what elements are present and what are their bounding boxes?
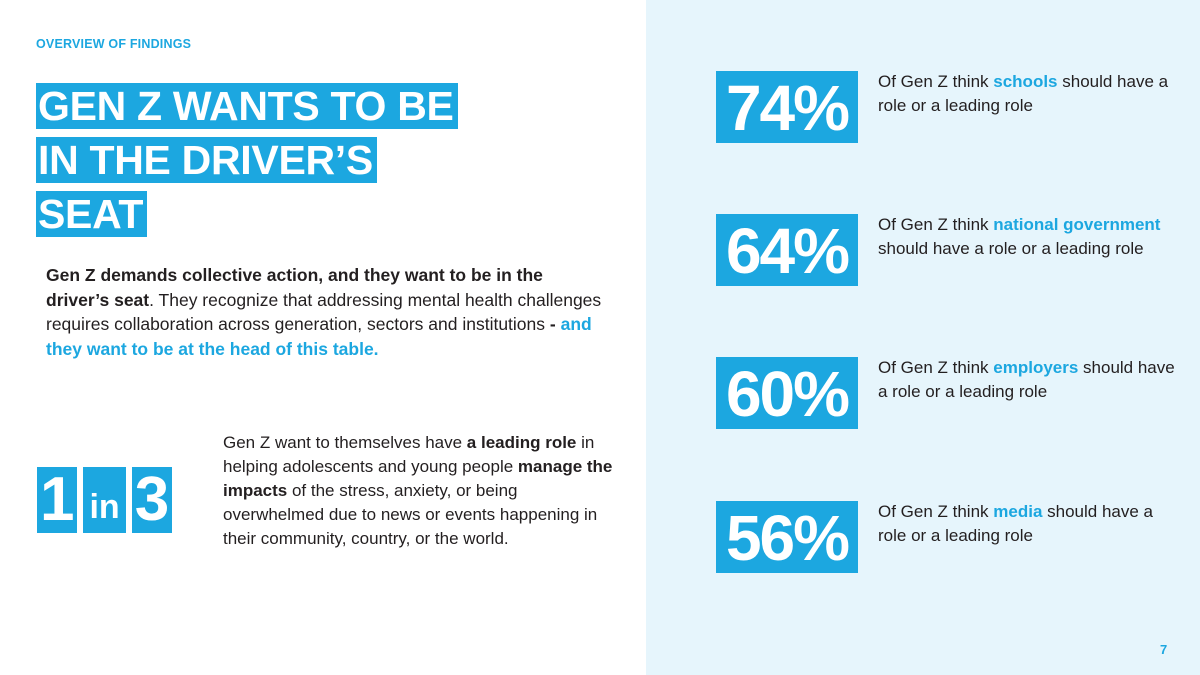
page-number: 7 (1160, 642, 1168, 657)
stat-description: Of Gen Z think national government shoul… (878, 213, 1178, 261)
page-title: GEN Z WANTS TO BE IN THE DRIVER’S SEAT (36, 79, 506, 241)
stat-value: 74% (716, 71, 858, 143)
ratio-word: in (83, 467, 126, 533)
stat-post: should have a role or a leading role (878, 72, 1169, 115)
stat-post: should have a role or a leading role (878, 502, 1153, 545)
ratio-badge: 1 in 3 (37, 467, 173, 533)
stat-post: should have a role or a leading role (878, 239, 1144, 258)
stat-pre: Of Gen Z think (878, 215, 994, 234)
stat-highlight: schools (993, 72, 1058, 91)
stat-highlight: media (993, 502, 1043, 521)
stat-schools: 74% Of Gen Z think schools should have a… (716, 71, 1186, 145)
ratio-first-number: 1 (37, 467, 78, 533)
intro-paragraph: Gen Z demands collective action, and the… (46, 263, 606, 361)
ratio-desc-part-2: in helping adolescents and young people (223, 433, 595, 476)
stat-description: Of Gen Z think employers should have a r… (878, 356, 1178, 404)
title-line-1: GEN Z WANTS TO BE (36, 83, 458, 129)
ratio-desc-bold-2: manage the impacts (223, 457, 613, 500)
stat-highlight: employers (993, 358, 1079, 377)
stat-post: should have a role or a leading role (878, 358, 1175, 401)
stat-description: Of Gen Z think media should have a role … (878, 500, 1178, 548)
intro-text: . They recognize that addressing mental … (46, 289, 602, 335)
intro-bold: Gen Z demands collective action, and the… (46, 265, 543, 310)
stat-media: 56% Of Gen Z think media should have a r… (716, 501, 1186, 575)
section-label: OVERVIEW OF FINDINGS (36, 37, 192, 51)
title-line-2: IN THE DRIVER’S (36, 137, 377, 183)
stat-description: Of Gen Z think schools should have a rol… (878, 70, 1178, 118)
ratio-description: Gen Z want to themselves have a leading … (223, 431, 618, 551)
stat-pre: Of Gen Z think (878, 502, 994, 521)
ratio-desc-bold-1: a leading role (466, 433, 577, 452)
intro-dash: - (549, 314, 556, 334)
stat-pre: Of Gen Z think (878, 358, 994, 377)
ratio-second-number: 3 (131, 467, 173, 533)
stat-highlight: national government (993, 215, 1161, 234)
stat-national-government: 64% Of Gen Z think national government s… (716, 214, 1186, 288)
title-line-3: SEAT (36, 191, 148, 237)
intro-accent: and they want to be at the head of this … (46, 314, 592, 359)
stat-employers: 60% Of Gen Z think employers should have… (716, 357, 1186, 431)
stat-value: 64% (716, 214, 858, 286)
stat-pre: Of Gen Z think (878, 72, 994, 91)
stat-value: 60% (716, 357, 858, 429)
ratio-desc-part-3: of the stress, anxiety, or being overwhe… (223, 481, 598, 548)
stat-value: 56% (716, 501, 858, 573)
ratio-desc-part-1: Gen Z want to themselves have (223, 433, 467, 452)
